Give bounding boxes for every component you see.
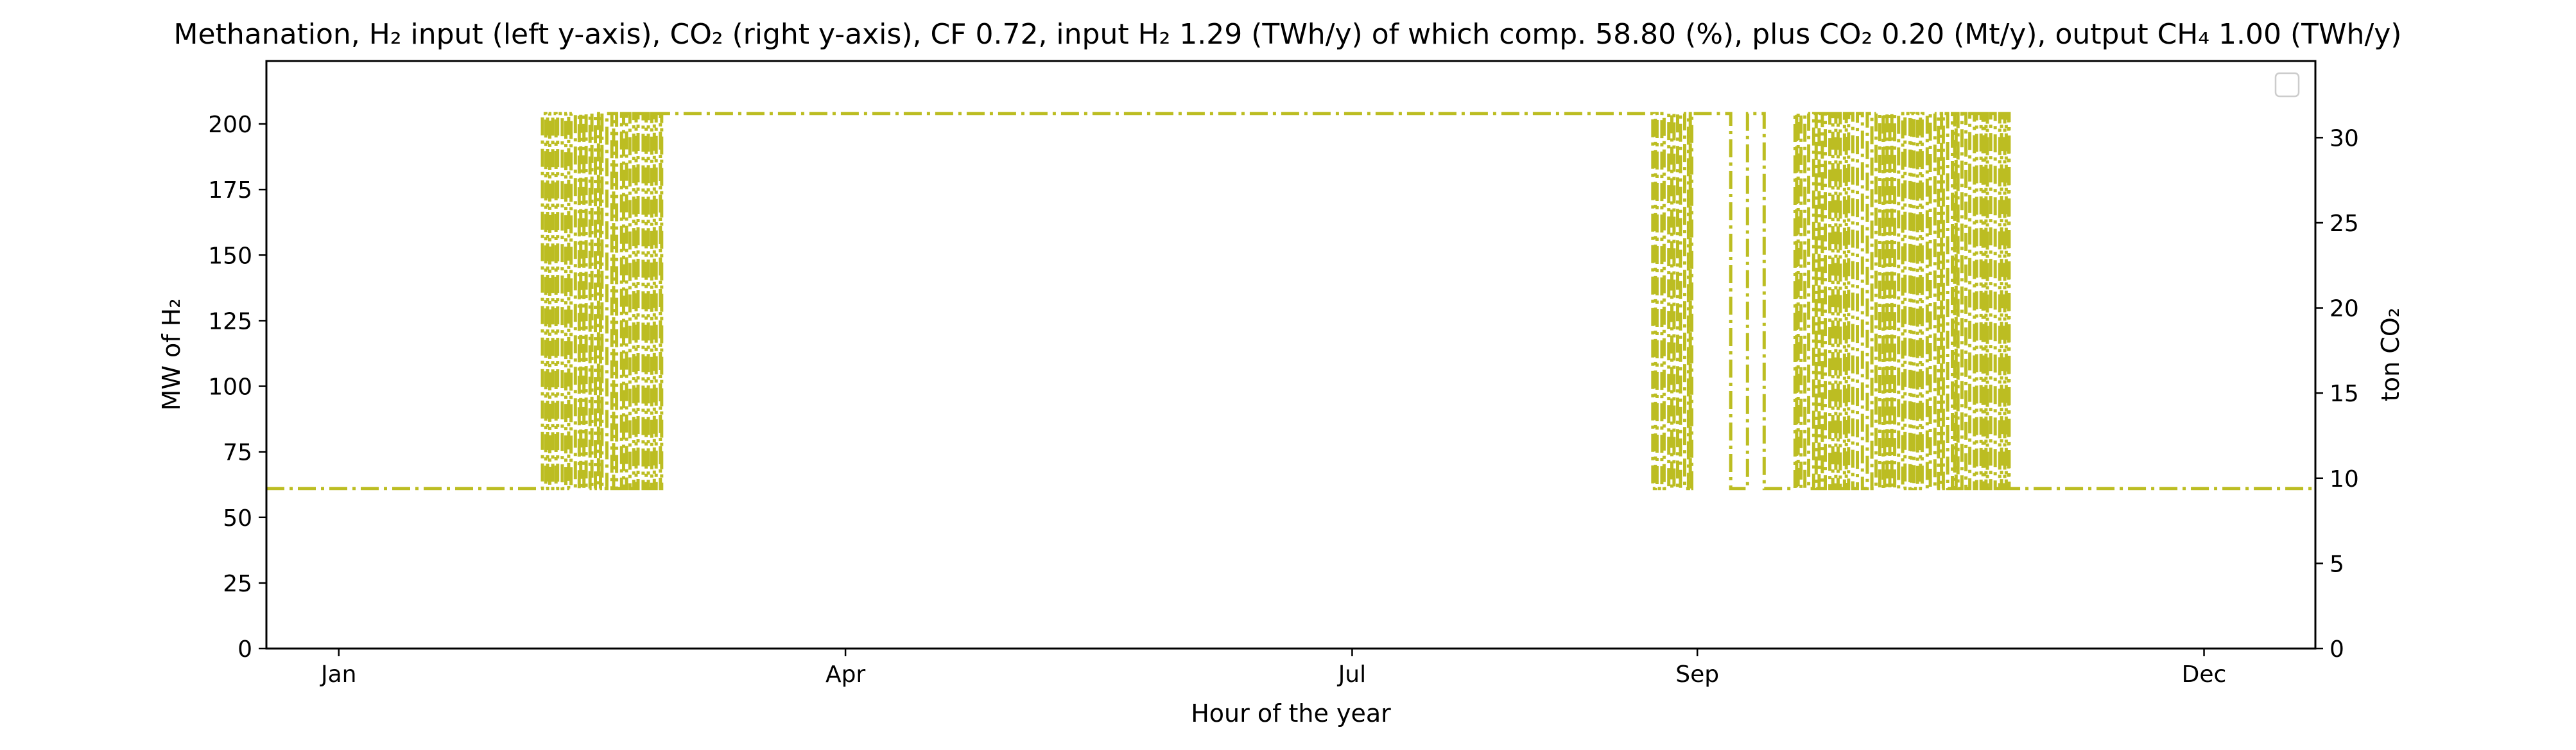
x-tick-label: Jul (1337, 661, 1366, 688)
x-tick-label: Dec (2182, 661, 2227, 688)
y-axis-right-ticks: 0 5 10 15 20 25 30 (2315, 125, 2359, 663)
y-left-tick-label: 150 (208, 243, 252, 269)
x-axis-label: Hour of the year (1191, 699, 1391, 728)
plot-frame (265, 60, 2317, 650)
y-left-tick-label: 125 (208, 308, 252, 335)
y-axis-left-label: MW of H₂ (157, 299, 186, 411)
y-left-tick-label: 50 (223, 505, 252, 532)
y-axis-right-label: ton CO₂ (2376, 308, 2405, 401)
legend-box (2274, 72, 2300, 98)
data-layer (266, 112, 2315, 491)
y-left-tick-label: 200 (208, 112, 252, 138)
y-right-tick-label: 0 (2330, 636, 2344, 663)
y-left-tick-label: 75 (223, 440, 252, 466)
y-right-tick-label: 30 (2330, 125, 2359, 152)
y-left-tick-label: 100 (208, 374, 252, 401)
y-right-tick-label: 25 (2330, 211, 2359, 237)
y-right-tick-label: 10 (2330, 466, 2359, 493)
y-left-tick-label: 0 (238, 636, 252, 663)
x-tick-label: Sep (1675, 661, 1719, 688)
y-right-tick-label: 15 (2330, 381, 2359, 407)
chart-title: Methanation, H₂ input (left y-axis), CO₂… (174, 18, 2402, 51)
y-left-tick-label: 25 (223, 571, 252, 597)
y-right-tick-label: 5 (2330, 551, 2344, 577)
x-tick-label: Apr (826, 661, 865, 688)
y-right-tick-label: 20 (2330, 296, 2359, 322)
h2-input-series-line (266, 112, 2315, 491)
y-axis-left-ticks: 0 25 50 75 100 125 150 175 200 (208, 112, 266, 663)
y-left-tick-label: 175 (208, 177, 252, 204)
x-axis-ticks: Jan Apr Jul Sep Dec (320, 649, 2226, 688)
x-tick-label: Jan (320, 661, 357, 688)
